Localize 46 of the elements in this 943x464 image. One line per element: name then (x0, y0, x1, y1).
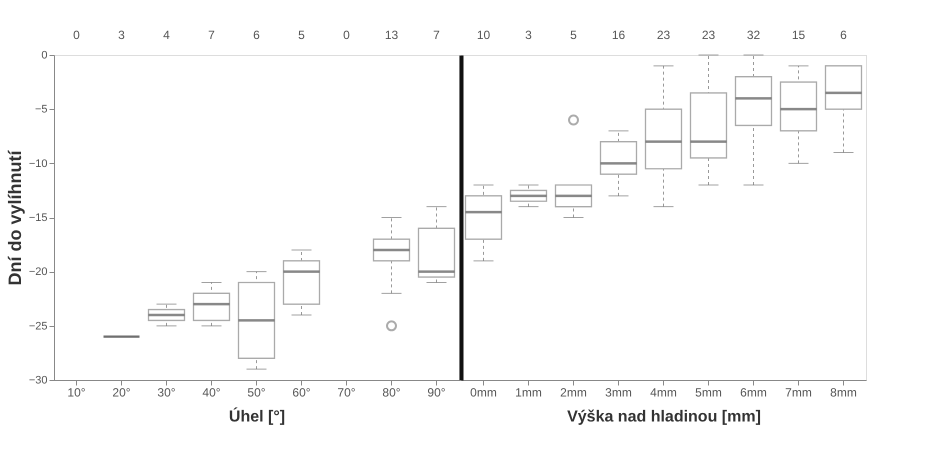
text: 5 (298, 28, 306, 42)
text: 23 (656, 28, 670, 42)
y-tick-label: −25 (28, 320, 48, 332)
x-tick-label: 1mm (515, 386, 542, 400)
y-tick-label: −30 (28, 374, 48, 386)
text: 7 (208, 28, 216, 42)
text: 4 (163, 28, 170, 42)
text: 3 (525, 28, 532, 42)
x-tick-label: 20° (112, 386, 131, 400)
y-tick-label: −10 (28, 158, 48, 170)
x-tick-label: 3mm (605, 386, 632, 400)
x-tick-label: 40° (202, 386, 221, 400)
text: 7 (433, 28, 440, 42)
x-tick-label: 30° (157, 386, 176, 400)
x-tick-label: 60° (292, 386, 311, 400)
x-tick-label: 6mm (740, 386, 767, 400)
y-tick-label: −20 (28, 266, 48, 278)
text: 5 (570, 28, 578, 42)
text: 6 (253, 28, 260, 42)
y-tick-label: −5 (34, 104, 48, 116)
text: 6 (840, 28, 848, 42)
x-tick-label: 8mm (830, 386, 857, 400)
x-axis-title: Úhel [°] (228, 406, 286, 426)
text: 32 (746, 28, 760, 42)
text: 16 (612, 28, 626, 42)
x-tick-label: 4mm (650, 386, 677, 400)
x-tick-label: 10° (67, 386, 86, 400)
x-tick-label: 80° (382, 386, 401, 400)
x-tick-label: 50° (247, 386, 266, 400)
text: 3 (118, 28, 126, 42)
text: 0 (73, 28, 80, 42)
x-tick-label: 90° (427, 386, 446, 400)
text: 0 (343, 28, 350, 42)
text: 15 (792, 28, 806, 42)
text: 13 (384, 28, 398, 42)
y-tick-label: −15 (28, 212, 48, 224)
text: 10 (476, 28, 490, 42)
x-tick-label: 70° (337, 386, 356, 400)
x-tick-label: 0mm (470, 386, 497, 400)
x-tick-label: 2mm (560, 386, 587, 400)
y-axis-title: Dní do vylíhnutí (4, 150, 25, 286)
x-axis-title: Výška nad hladinou [mm] (567, 408, 761, 426)
x-tick-label: 7mm (785, 386, 812, 400)
text: 23 (702, 28, 716, 42)
x-tick-label: 5mm (695, 386, 722, 400)
y-tick-label: 0 (41, 50, 48, 62)
